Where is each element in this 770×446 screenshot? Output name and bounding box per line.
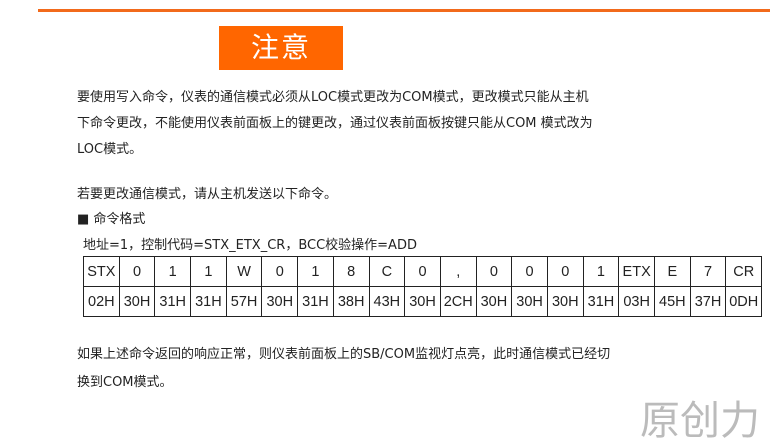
table-cell-chars: STX <box>83 256 120 287</box>
command-table: STX 0 1 1 W 0 1 8 C 0, 0 0 0 1 ETX E 7 CR 02H 30H 31H 31H 57H… <box>83 256 763 317</box>
notice-banner: 注意 <box>219 26 343 70</box>
table-cell-chars: 0 <box>404 256 441 287</box>
table-cell-hex: 31H <box>297 286 334 317</box>
table-cell-chars: 0 <box>511 256 548 287</box>
watermark: 原创力 <box>640 398 760 444</box>
table-cell-hex: 30H <box>118 286 156 317</box>
table-cell-chars: CR <box>725 256 763 287</box>
table-cell-hex: 37H <box>689 286 727 317</box>
table-cell-hex: 43H <box>368 286 406 317</box>
table-cell-hex: 30H <box>475 286 513 317</box>
section-heading: ■ 命令格式 <box>77 212 146 227</box>
table-cell-chars: 0 <box>546 256 584 287</box>
table-cell-hex: 31H <box>190 286 227 317</box>
table-row-chars: STX 0 1 1 W 0 1 8 C 0, 0 0 0 1 ETX E 7 CR <box>83 256 763 287</box>
table-cell-hex: 57H <box>225 286 263 317</box>
table-cell-chars: 0 <box>261 256 299 287</box>
table-cell-hex: 2CH <box>439 286 477 317</box>
table-cell-chars: 7 <box>689 256 727 287</box>
paragraph-2: 若要更改通信模式，请从主机发送以下命令。 <box>77 187 338 202</box>
table-cell-hex: 0DH <box>725 286 763 317</box>
table-cell-hex: 30H <box>404 286 441 317</box>
table-cell-hex: 31H <box>582 286 620 317</box>
table-cell-hex: 03H <box>618 286 655 317</box>
command-params: 地址=1，控制代码=STX_ETX_CR，BCC校验操作=ADD <box>83 238 417 253</box>
paragraph-1-line-3: LOC模式。 <box>77 142 143 157</box>
table-cell-hex: 30H <box>511 286 548 317</box>
paragraph-1-line-2: 下命令更改，不能使用仪表前面板上的键更改，通过仪表前面板按键只能从COM 模式改… <box>77 116 593 131</box>
table-cell-chars: , <box>439 256 477 287</box>
table-cell-chars: E <box>654 256 691 287</box>
table-cell-chars: 8 <box>332 256 370 287</box>
table-cell-chars: 0 <box>475 256 513 287</box>
table-cell-chars: 0 <box>118 256 156 287</box>
table-cell-hex: 45H <box>654 286 691 317</box>
paragraph-3-line-1: 如果上述命令返回的响应正常，则仪表前面板上的SB/COM监视灯点亮，此时通信模式… <box>77 347 611 362</box>
table-cell-chars: 1 <box>297 256 334 287</box>
paragraph-3-line-2: 换到COM模式。 <box>77 375 173 390</box>
paragraph-1-line-1: 要使用写入命令，仪表的通信模式必须从LOC模式更改为COM模式，更改模式只能从主… <box>77 90 589 105</box>
table-row-hex: 02H 30H 31H 31H 57H 30H 31H 38H 43H 30H 2CH 30H 30H 3… <box>83 286 763 317</box>
table-cell-hex: 02H <box>83 286 120 317</box>
orange-divider <box>38 9 770 12</box>
table-cell-hex: 30H <box>546 286 584 317</box>
table-cell-chars: C <box>368 256 406 287</box>
table-cell-chars: W <box>225 256 263 287</box>
table-cell-chars: 1 <box>154 256 192 287</box>
table-cell-chars: ETX <box>618 256 655 287</box>
table-cell-hex: 38H <box>332 286 370 317</box>
table-cell-chars: 1 <box>582 256 620 287</box>
table-cell-hex: 30H <box>261 286 299 317</box>
table-cell-hex: 31H <box>154 286 192 317</box>
table-cell-chars: 1 <box>190 256 227 287</box>
